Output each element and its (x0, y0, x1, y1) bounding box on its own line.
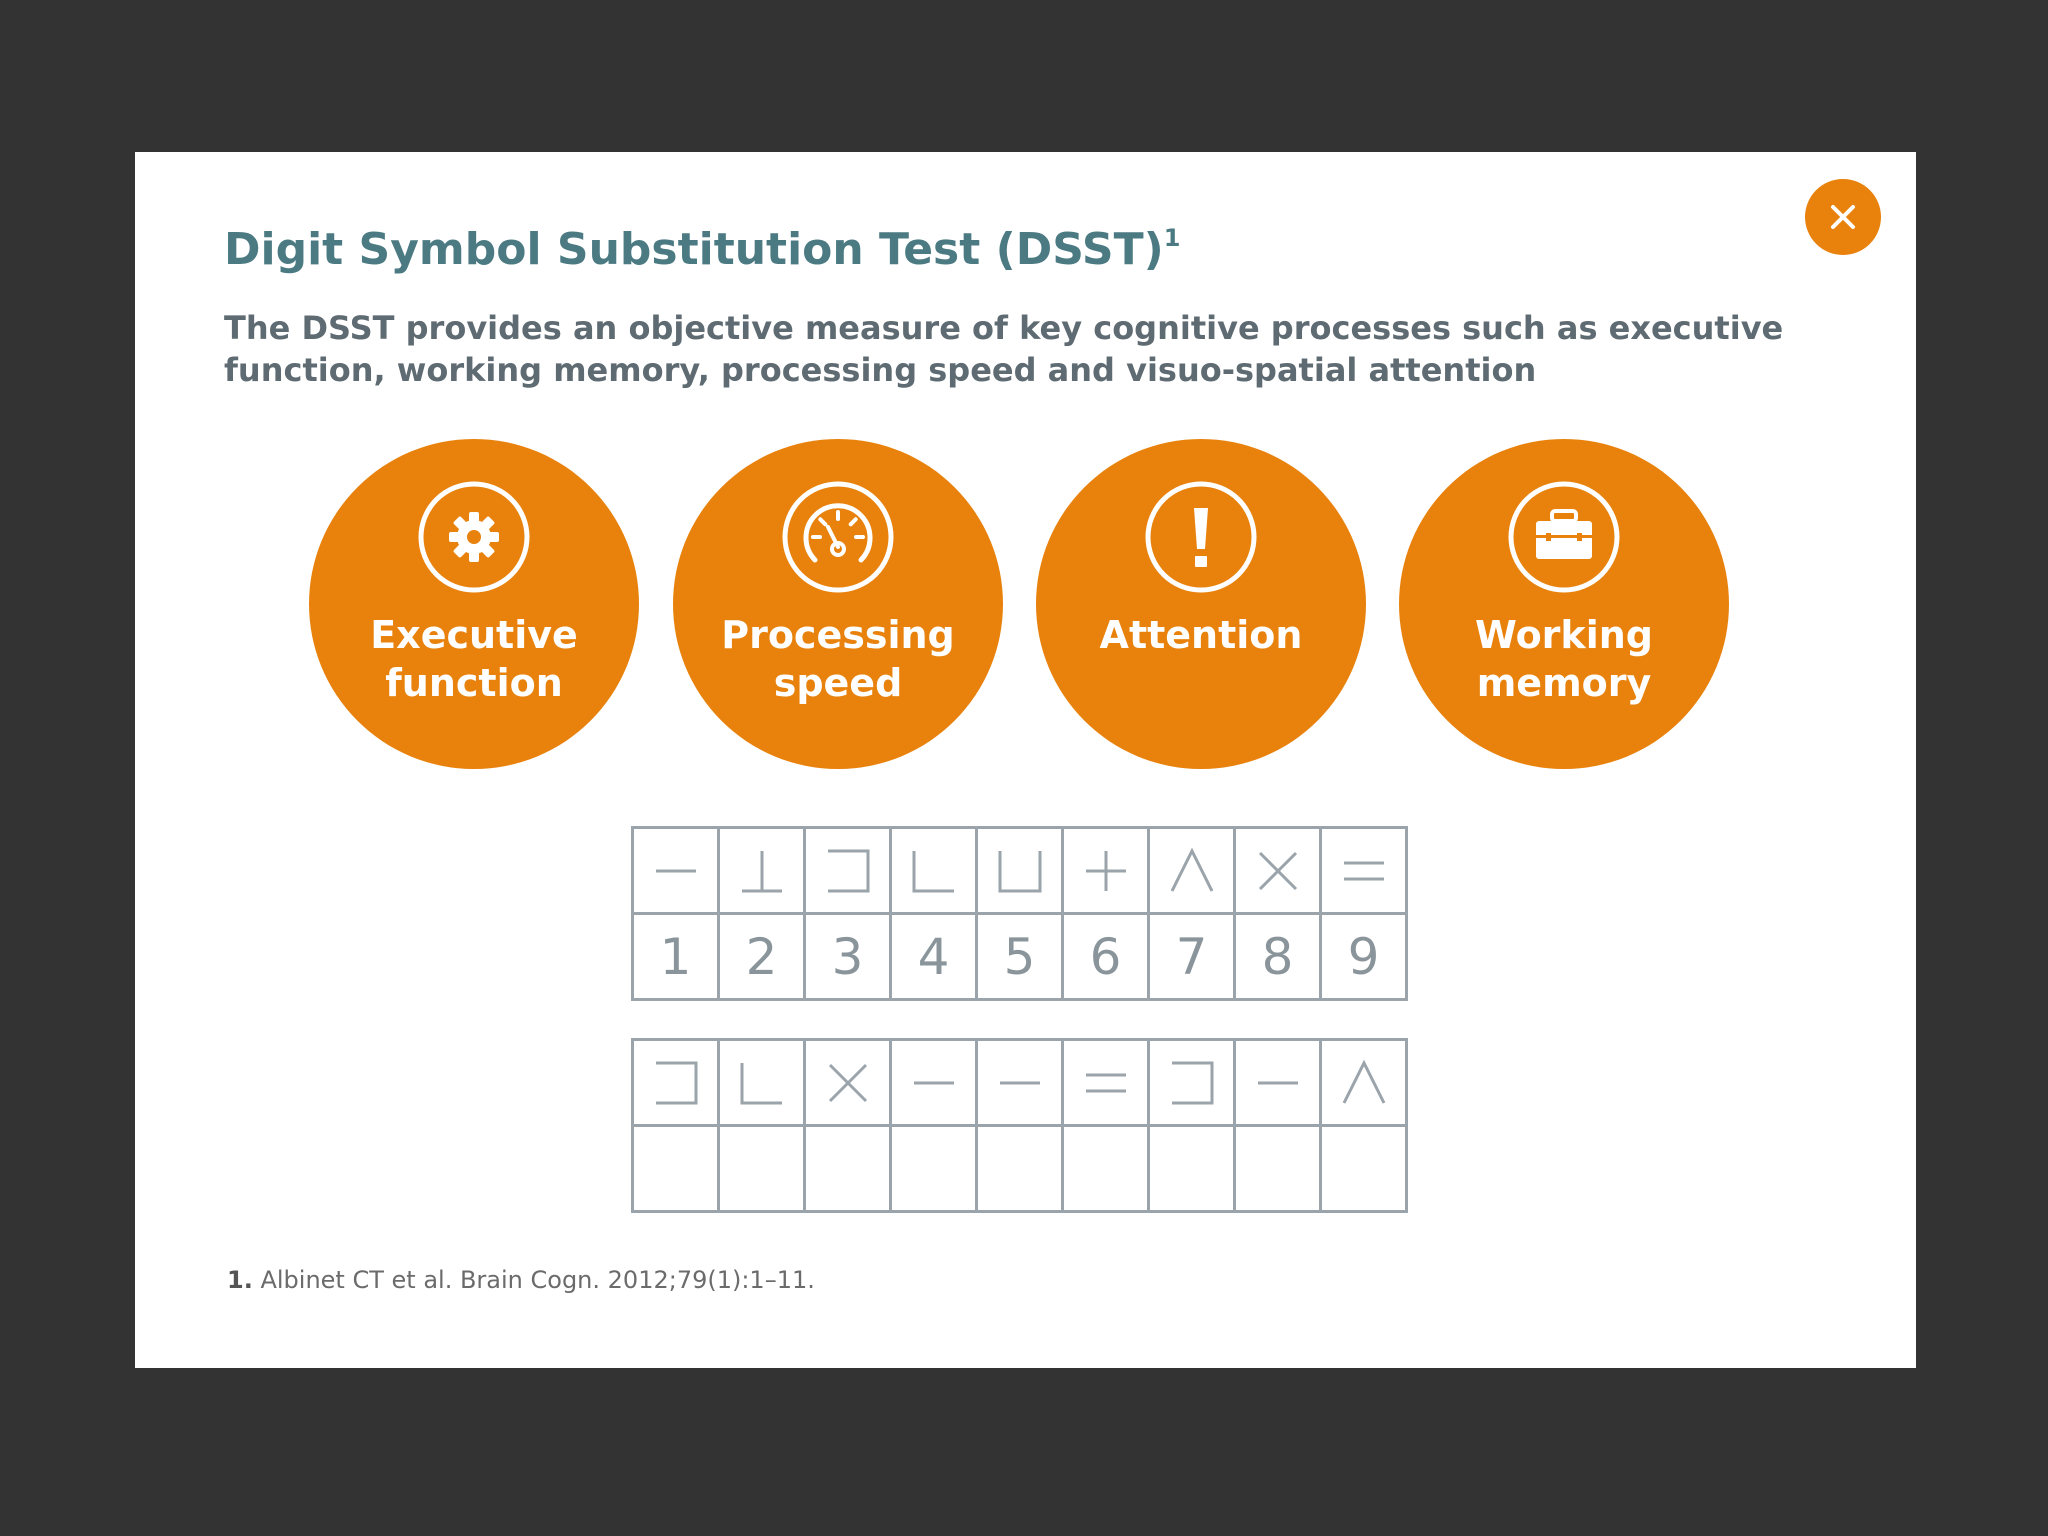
process-attention: Attention (1036, 439, 1366, 769)
key-symbol-row (631, 826, 1408, 915)
process-label-line: Working (1475, 613, 1653, 657)
test-symbol-cell (803, 1038, 892, 1127)
u-shape-symbol-icon (998, 850, 1041, 892)
x-mark-symbol-icon (1258, 851, 1297, 890)
process-executive-function: Executive function (309, 439, 639, 769)
answer-cell[interactable] (1233, 1124, 1322, 1213)
up-tack-symbol-icon (741, 850, 782, 892)
test-symbol-cell (1061, 1038, 1150, 1127)
key-symbol-cell (1061, 826, 1150, 915)
dash-symbol-icon (999, 1081, 1040, 1084)
process-label-line: Processing (721, 613, 955, 657)
test-symbol-cell (631, 1038, 720, 1127)
process-label-line: speed (773, 661, 903, 705)
process-label-line: memory (1476, 661, 1652, 705)
l-shape-symbol-icon (740, 1062, 782, 1104)
key-digit-cell: 4 (889, 912, 978, 1001)
answer-cell[interactable] (717, 1124, 806, 1213)
right-bracket-symbol-icon (827, 849, 869, 892)
answer-cell[interactable] (631, 1124, 720, 1213)
right-bracket-symbol-icon (1171, 1061, 1213, 1104)
process-working-memory: Working memory (1399, 439, 1729, 769)
right-bracket-symbol-icon (655, 1061, 697, 1104)
key-symbol-cell (631, 826, 720, 915)
test-symbol-row (631, 1038, 1408, 1127)
key-digit-cell: 1 (631, 912, 720, 1001)
dash-symbol-icon (1257, 1081, 1298, 1084)
l-shape-symbol-icon (912, 850, 954, 892)
key-digit-cell: 5 (975, 912, 1064, 1001)
dsst-test-table (631, 1038, 1408, 1213)
process-label: Working memory (1409, 611, 1719, 707)
key-digit-cell: 6 (1061, 912, 1150, 1001)
test-symbol-cell (717, 1038, 806, 1127)
test-symbol-cell (1319, 1038, 1408, 1127)
answer-cell[interactable] (803, 1124, 892, 1213)
wedge-symbol-icon (1342, 1059, 1385, 1104)
close-button[interactable] (1805, 179, 1881, 255)
answer-cell[interactable] (1319, 1124, 1408, 1213)
process-label-line: function (385, 661, 563, 705)
cognitive-process-list: Executive function Processing (309, 439, 1731, 769)
key-digit-cell: 7 (1147, 912, 1236, 1001)
process-label-line: Attention (1099, 613, 1303, 657)
key-symbol-cell (1147, 826, 1236, 915)
process-label: Processing speed (683, 611, 993, 707)
process-label: Executive function (319, 611, 629, 707)
gear-icon (418, 481, 530, 593)
title-reference: 1 (1163, 224, 1181, 252)
title-text: Digit Symbol Substitution Test (DSST) (224, 224, 1164, 275)
exclamation-icon (1145, 481, 1257, 593)
test-symbol-cell (975, 1038, 1064, 1127)
answer-cell[interactable] (889, 1124, 978, 1213)
answer-cell[interactable] (975, 1124, 1064, 1213)
footnote-text: Albinet CT et al. Brain Cogn. 2012;79(1)… (260, 1266, 815, 1294)
key-symbol-cell (889, 826, 978, 915)
dash-symbol-icon (913, 1081, 954, 1084)
key-symbol-cell (1319, 826, 1408, 915)
process-label-line: Executive (370, 613, 578, 657)
key-symbol-cell (1233, 826, 1322, 915)
test-symbol-cell (1147, 1038, 1236, 1127)
dsst-dialog: Digit Symbol Substitution Test (DSST)1 T… (135, 152, 1916, 1368)
process-processing-speed: Processing speed (673, 439, 1003, 769)
test-symbol-cell (1233, 1038, 1322, 1127)
test-answer-row (631, 1124, 1408, 1213)
process-label: Attention (1046, 611, 1356, 659)
test-symbol-cell (889, 1038, 978, 1127)
equals-symbol-icon (1343, 861, 1384, 880)
key-symbol-cell (803, 826, 892, 915)
speedometer-icon (782, 481, 894, 593)
key-digit-cell: 2 (717, 912, 806, 1001)
key-symbol-cell (717, 826, 806, 915)
dash-symbol-icon (655, 869, 696, 872)
answer-cell[interactable] (1061, 1124, 1150, 1213)
answer-cell[interactable] (1147, 1124, 1236, 1213)
page-subtitle: The DSST provides an objective measure o… (224, 309, 1784, 389)
footnote-number: 1. (227, 1266, 253, 1294)
equals-symbol-icon (1085, 1073, 1126, 1092)
key-digit-cell: 9 (1319, 912, 1408, 1001)
footnote: 1. Albinet CT et al. Brain Cogn. 2012;79… (227, 1266, 815, 1294)
x-mark-symbol-icon (828, 1063, 867, 1102)
key-digit-cell: 8 (1233, 912, 1322, 1001)
key-symbol-cell (975, 826, 1064, 915)
plus-symbol-icon (1085, 850, 1126, 891)
wedge-symbol-icon (1170, 847, 1213, 892)
page-title: Digit Symbol Substitution Test (DSST)1 (224, 224, 1180, 275)
key-digit-cell: 3 (803, 912, 892, 1001)
close-icon (1831, 205, 1855, 229)
briefcase-icon (1508, 481, 1620, 593)
